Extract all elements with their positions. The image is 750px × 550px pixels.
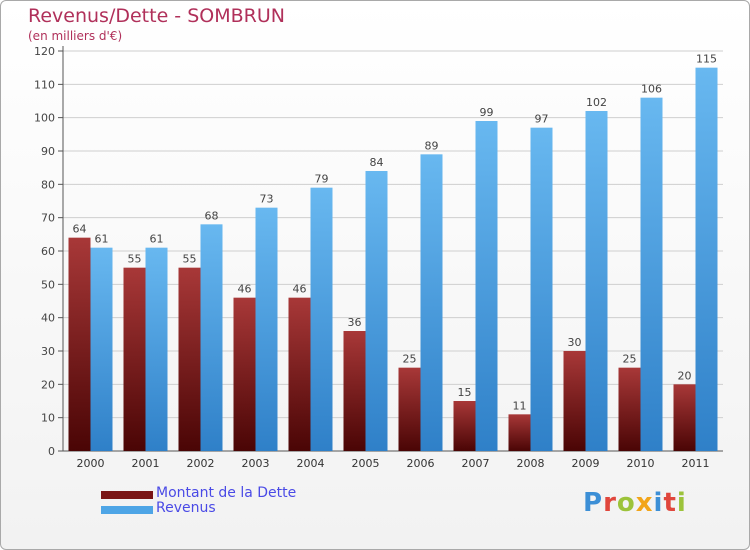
data-label: 106: [641, 83, 662, 96]
data-label: 61: [150, 233, 164, 246]
x-tick-label: 2003: [242, 457, 270, 470]
bar-dette: [618, 367, 641, 451]
data-label: 97: [535, 113, 549, 126]
x-tick-label: 2005: [352, 457, 380, 470]
y-tick-label: 120: [34, 45, 55, 58]
bar-revenus: [200, 224, 223, 451]
legend-label-revenus: Revenus: [156, 500, 216, 516]
bar-revenus: [255, 207, 278, 451]
data-label: 25: [403, 353, 417, 366]
y-tick-label: 70: [41, 212, 55, 225]
data-label: 84: [370, 156, 384, 169]
data-label: 61: [95, 233, 109, 246]
x-tick-label: 2011: [682, 457, 710, 470]
logo-letter: x: [635, 488, 654, 518]
data-label: 55: [128, 253, 142, 266]
x-tick-label: 2000: [77, 457, 105, 470]
bar-dette: [233, 297, 256, 451]
logo-letter: r: [603, 488, 617, 518]
data-label: 36: [348, 316, 362, 329]
bar-revenus: [420, 154, 443, 452]
bar-dette: [343, 331, 366, 451]
legend-swatch-revenus: [101, 506, 153, 514]
logo-letter: P: [583, 488, 604, 518]
legend-swatch-dette: [101, 491, 153, 499]
y-tick-label: 10: [41, 412, 55, 425]
bar-dette: [453, 401, 476, 451]
data-label: 68: [205, 209, 219, 222]
data-label: 64: [73, 223, 87, 236]
chart-subtitle: (en milliers d'€): [28, 29, 123, 43]
bar-revenus: [310, 187, 333, 451]
data-label: 25: [623, 353, 637, 366]
bar-dette: [508, 414, 531, 451]
x-tick-label: 2002: [187, 457, 215, 470]
data-label: 30: [568, 336, 582, 349]
bar-revenus: [640, 97, 663, 452]
x-tick-label: 2009: [572, 457, 600, 470]
y-tick-label: 40: [41, 312, 55, 325]
y-tick-label: 110: [34, 78, 55, 91]
x-tick-label: 2006: [407, 457, 435, 470]
bar-revenus: [90, 247, 113, 451]
data-label: 55: [183, 253, 197, 266]
legend-label-dette: Montant de la Dette: [156, 485, 297, 501]
data-label: 79: [315, 173, 329, 186]
y-tick-label: 50: [41, 278, 55, 291]
logo-letter: t: [663, 488, 677, 518]
chart-title: Revenus/Dette - SOMBRUN: [28, 5, 285, 27]
y-tick-label: 0: [48, 445, 55, 458]
data-label: 46: [293, 283, 307, 296]
bar-revenus: [475, 121, 498, 451]
data-label: 73: [260, 193, 274, 206]
data-label: 99: [480, 106, 494, 119]
x-tick-label: 2004: [297, 457, 325, 470]
data-label: 15: [458, 386, 472, 399]
data-label: 102: [586, 96, 607, 109]
x-tick-label: 2001: [132, 457, 160, 470]
x-tick-label: 2008: [517, 457, 545, 470]
bar-dette: [178, 267, 201, 451]
proxiti-logo: Proxiti: [583, 488, 687, 518]
data-label: 11: [513, 399, 527, 412]
bar-revenus: [365, 171, 388, 451]
data-label: 20: [678, 369, 692, 382]
bar-dette: [398, 367, 421, 451]
data-label: 115: [696, 53, 717, 66]
bar-revenus: [145, 247, 168, 451]
bar-dette: [123, 267, 146, 451]
bar-revenus: [530, 127, 553, 452]
bar-dette: [288, 297, 311, 451]
bar-revenus: [585, 111, 608, 451]
y-tick-label: 80: [41, 178, 55, 191]
y-tick-label: 20: [41, 378, 55, 391]
y-tick-label: 60: [41, 245, 55, 258]
y-tick-label: 90: [41, 145, 55, 158]
logo-letter: o: [616, 488, 636, 518]
bar-revenus: [695, 67, 718, 452]
y-tick-label: 100: [34, 112, 55, 125]
data-label: 46: [238, 283, 252, 296]
logo-letter: i: [676, 488, 687, 518]
logo-letter: i: [653, 488, 664, 518]
y-tick-label: 30: [41, 345, 55, 358]
bar-dette: [68, 237, 91, 451]
x-tick-label: 2010: [627, 457, 655, 470]
bar-dette: [673, 384, 696, 451]
data-label: 89: [425, 139, 439, 152]
x-tick-label: 2007: [462, 457, 490, 470]
bar-dette: [563, 351, 586, 451]
